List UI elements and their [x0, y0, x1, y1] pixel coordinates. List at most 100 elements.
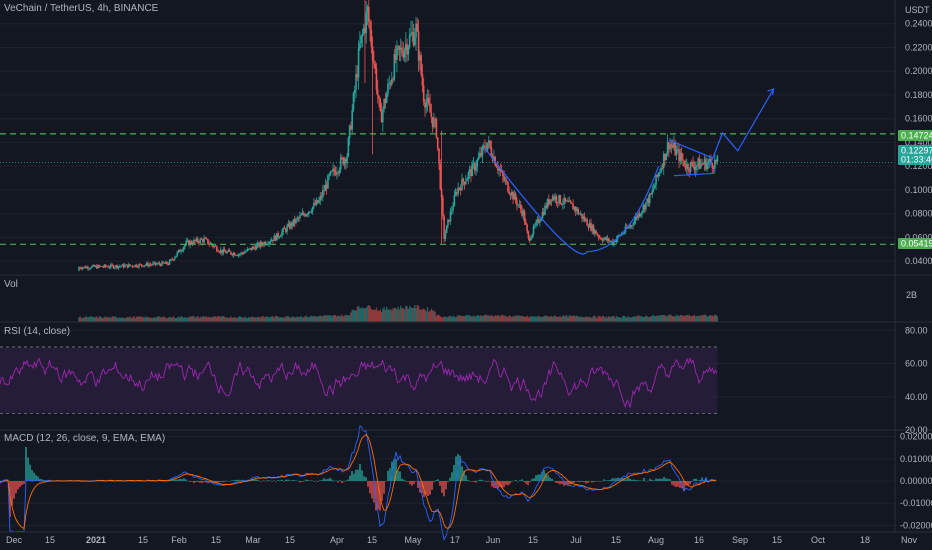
rsi-label[interactable]: RSI (14, close)	[4, 326, 71, 337]
rsi-axis[interactable]: 80.00 60.00 40.00 20.00	[905, 325, 928, 435]
volume-bar	[198, 317, 200, 322]
candle-body	[177, 249, 180, 253]
macd-histogram-bar	[715, 480, 717, 482]
volume-bar	[87, 317, 89, 322]
volume-bar	[392, 308, 394, 322]
macd-axis[interactable]: 0.02000 0.01000 0.00000 -0.01000 -0.02000	[900, 432, 932, 531]
candle-body	[577, 208, 579, 214]
macd-histogram-bar	[285, 479, 287, 481]
candle-body	[378, 95, 380, 99]
candle-body	[462, 178, 465, 182]
handle-upper-trendline[interactable]	[668, 139, 713, 159]
cup-curve[interactable]	[484, 148, 660, 255]
volume-bar	[296, 316, 298, 322]
candle-body	[233, 252, 236, 256]
macd-histogram-bar	[351, 471, 353, 481]
macd-histogram-bar	[451, 472, 453, 481]
candle-body	[230, 251, 232, 255]
volume-bar	[534, 316, 536, 322]
candle-body	[659, 171, 661, 174]
volume-bar	[114, 316, 116, 322]
time-axis[interactable]: Dec 15 2021 15 Feb 15 Mar 15 Apr 15 May 17 Jun 15 Jul 1…	[6, 535, 918, 545]
volume-bar	[553, 315, 555, 322]
volume-bar	[675, 314, 678, 322]
macd-histogram-bar	[393, 459, 395, 481]
macd-label[interactable]: MACD (12, 26, close, 9, EMA, EMA)	[4, 433, 166, 444]
volume-bar	[707, 316, 710, 322]
volume-bar	[205, 316, 208, 322]
symbol-title[interactable]: VeChain / TetherUS, 4h, BINANCE	[4, 3, 159, 14]
candle-body	[305, 214, 308, 217]
volume-pane[interactable]	[78, 305, 719, 322]
volume-bar	[631, 317, 633, 322]
rsi-pane[interactable]	[0, 346, 718, 414]
macd-histogram-bar	[647, 480, 649, 482]
candle-body	[121, 264, 124, 267]
volume-bar	[257, 317, 259, 322]
time-tick-label: Oct	[811, 535, 826, 545]
candle-body	[97, 265, 99, 269]
volume-bar	[465, 315, 467, 322]
candle-body	[334, 171, 337, 175]
volume-bar	[172, 316, 175, 322]
macd-histogram-bar	[265, 481, 267, 482]
volume-bar	[447, 316, 449, 322]
candle-body	[341, 157, 343, 159]
volume-label[interactable]: Vol	[4, 279, 18, 290]
drawings[interactable]	[484, 88, 775, 255]
macd-histogram-bar	[645, 481, 647, 482]
volume-bar	[590, 317, 592, 322]
candle-body	[701, 163, 703, 165]
candle-body	[355, 74, 357, 91]
candle-body	[172, 259, 175, 261]
candle-body	[482, 145, 485, 147]
volume-bar	[530, 316, 532, 322]
candle-body	[131, 265, 134, 267]
candle-body	[126, 264, 129, 268]
macd-histogram-bar	[537, 474, 539, 481]
volume-bar	[347, 315, 350, 322]
projection-arrowhead[interactable]	[767, 88, 775, 96]
macd-pane[interactable]	[0, 424, 717, 541]
rsi-band	[0, 346, 718, 414]
candle-body	[526, 224, 528, 232]
volume-bar	[371, 309, 374, 322]
volume-bar	[573, 315, 576, 322]
volume-bar	[343, 315, 346, 322]
volume-bar	[110, 317, 112, 322]
pane-separators[interactable]	[0, 0, 932, 533]
candle-body	[562, 203, 564, 205]
volume-bar	[204, 317, 207, 322]
price-pane[interactable]	[0, 0, 895, 271]
volume-bar	[514, 316, 517, 322]
horizontal-levels[interactable]	[0, 133, 895, 245]
volume-bar	[624, 316, 627, 322]
volume-bar	[623, 315, 625, 322]
candle-body	[472, 163, 475, 165]
macd-histogram-bar	[35, 475, 37, 481]
volume-bar	[592, 315, 595, 322]
candle-body	[416, 23, 419, 32]
macd-histogram-bar	[189, 481, 191, 482]
macd-histogram-bar	[297, 480, 299, 482]
volume-bar	[83, 317, 85, 322]
volume-bar	[571, 316, 573, 322]
candle-body	[347, 138, 350, 157]
projection-path[interactable]	[709, 88, 775, 167]
candle-body	[148, 264, 150, 267]
candle-body	[122, 264, 125, 268]
candle-body	[429, 103, 431, 113]
volume-bar	[350, 312, 352, 322]
handle-lower-trendline[interactable]	[673, 172, 715, 177]
time-tick-label: 2021	[86, 535, 106, 545]
volume-bar	[168, 316, 171, 322]
macd-histogram-bar	[15, 481, 17, 494]
candle-body	[279, 235, 282, 237]
candle-body	[426, 97, 429, 103]
volume-bar	[468, 315, 471, 322]
macd-histogram-bar	[683, 481, 685, 492]
candle-body	[193, 240, 195, 245]
